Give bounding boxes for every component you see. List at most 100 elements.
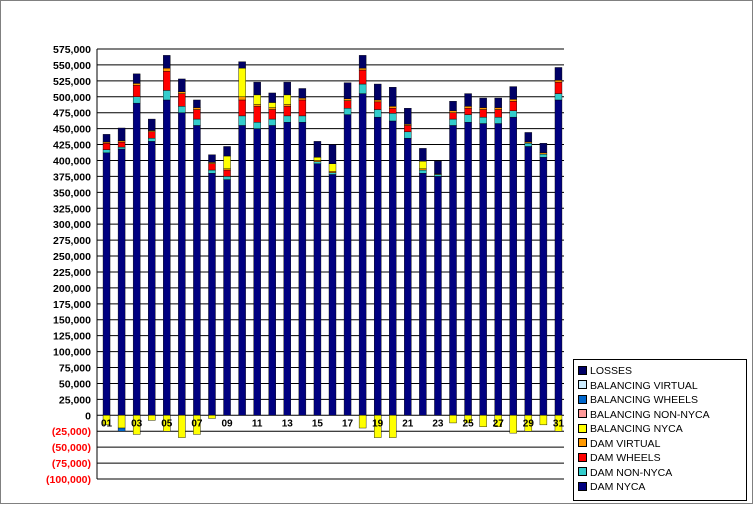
bar-segment bbox=[479, 97, 487, 108]
bar-segment bbox=[313, 163, 322, 416]
bar-segment bbox=[253, 104, 261, 107]
bar-segment bbox=[298, 97, 307, 101]
bar-segment bbox=[404, 108, 412, 125]
legend-item: DAM NYCA bbox=[578, 481, 645, 493]
bar-segment bbox=[554, 99, 563, 416]
bar-segment bbox=[178, 93, 186, 107]
bar-segment bbox=[163, 67, 171, 72]
y-tick-label: (75,000) bbox=[52, 458, 91, 470]
y-tick-label: (100,000) bbox=[46, 474, 91, 486]
legend-swatch bbox=[578, 438, 587, 448]
bar-segment bbox=[464, 106, 472, 109]
y-tick-label: 575,000 bbox=[53, 44, 91, 56]
bar-segment bbox=[193, 415, 201, 435]
bar-segment bbox=[328, 172, 337, 175]
y-tick-label: 500,000 bbox=[53, 92, 91, 104]
bar-segment bbox=[389, 113, 397, 122]
bar-segment bbox=[524, 146, 533, 416]
legend-item: BALANCING NON-NYCA bbox=[578, 409, 710, 421]
legend-label: BALANCING NYCA bbox=[590, 423, 683, 435]
bar-segment bbox=[132, 73, 141, 84]
y-axis: (100,000) (75,000) (50,000) (25,000) 0 25,000… bbox=[46, 44, 98, 486]
bar-segment bbox=[117, 141, 126, 148]
legend-label: DAM NON-NYCA bbox=[590, 466, 673, 479]
bar-segment bbox=[358, 55, 367, 69]
bar-segment bbox=[208, 163, 216, 171]
bar-segment bbox=[554, 80, 563, 83]
bar-segment bbox=[554, 93, 563, 101]
bar-segment bbox=[268, 107, 276, 110]
bar-segment bbox=[554, 415, 563, 432]
bar-segment bbox=[509, 110, 517, 118]
y-tick-label: 375,000 bbox=[53, 171, 91, 183]
bar-segment bbox=[193, 99, 201, 108]
bar-segment bbox=[132, 415, 141, 435]
y-tick-label: 325,000 bbox=[53, 203, 91, 215]
x-tick-label: 15 bbox=[312, 418, 324, 429]
bar-segment bbox=[178, 112, 186, 416]
y-tick-label: 300,000 bbox=[53, 219, 91, 231]
y-tick-label: 550,000 bbox=[53, 60, 91, 72]
bar-segment bbox=[148, 137, 156, 142]
y-tick-label: 225,000 bbox=[53, 267, 91, 279]
bar-segment bbox=[117, 127, 126, 141]
bar-segment bbox=[117, 146, 126, 150]
y-tick-label: 0 bbox=[85, 410, 91, 422]
y-tick-label: 25,000 bbox=[59, 394, 91, 406]
bar-segment bbox=[389, 120, 397, 416]
bar-segment bbox=[102, 415, 111, 426]
bar-segment bbox=[283, 81, 292, 96]
bar-segment bbox=[208, 415, 216, 419]
bar-segment bbox=[419, 160, 427, 169]
bar-segment bbox=[178, 78, 186, 92]
bar-segment bbox=[193, 118, 201, 126]
bar-segment bbox=[404, 137, 412, 416]
bar-segment bbox=[253, 122, 261, 129]
bar-segment bbox=[148, 118, 156, 131]
bar-segment bbox=[509, 101, 517, 111]
bar-segment bbox=[193, 125, 201, 416]
bar-segment bbox=[389, 106, 397, 109]
y-tick-label: 475,000 bbox=[53, 108, 91, 120]
bar-segment bbox=[238, 99, 246, 117]
bar-segment bbox=[223, 146, 231, 157]
legend: LOSSES BALANCING VIRTUAL BALANCING WHEELS B… bbox=[573, 359, 747, 501]
bar-segment bbox=[509, 116, 517, 416]
bar-segment bbox=[132, 102, 141, 416]
bar-segment bbox=[419, 173, 427, 416]
x-tick-label: 11 bbox=[252, 418, 263, 429]
bar-segment bbox=[313, 161, 322, 164]
bar-segment bbox=[283, 94, 292, 105]
legend-item: BALANCING VIRTUAL bbox=[578, 380, 698, 392]
legend-item: DAM VIRTUAL bbox=[578, 438, 660, 450]
bar-segment bbox=[373, 101, 382, 110]
legend-swatch bbox=[578, 365, 587, 375]
bar-segment bbox=[343, 98, 352, 101]
x-tick-label: 05 bbox=[161, 418, 173, 429]
bar-segment bbox=[268, 109, 276, 120]
bar-segment bbox=[419, 148, 427, 162]
legend-item: DAM NON-NYCA bbox=[578, 467, 672, 479]
bar-segment bbox=[298, 88, 307, 99]
bar-segment bbox=[328, 163, 337, 172]
x-tick-label: 07 bbox=[191, 418, 203, 429]
y-tick-label: 525,000 bbox=[53, 76, 91, 88]
y-tick-label: (25,000) bbox=[52, 426, 91, 438]
x-tick-label: 27 bbox=[493, 418, 505, 429]
bar-segment bbox=[373, 109, 382, 118]
bar-segment bbox=[539, 153, 548, 158]
bar-segment bbox=[283, 104, 292, 107]
bar-segment bbox=[283, 106, 292, 117]
legend-label: BALANCING WHEELS bbox=[590, 394, 698, 406]
x-tick-label: 23 bbox=[432, 418, 444, 429]
bar-segment bbox=[298, 115, 307, 123]
y-tick-label: 175,000 bbox=[53, 299, 91, 311]
y-tick-label: 425,000 bbox=[53, 140, 91, 152]
bar-segment bbox=[298, 99, 307, 117]
legend-swatch bbox=[578, 409, 587, 419]
x-tick-label: 17 bbox=[342, 418, 354, 429]
bar-segment bbox=[132, 96, 141, 104]
bar-segment bbox=[373, 99, 382, 103]
legend-item: DAM WHEELS bbox=[578, 452, 661, 464]
